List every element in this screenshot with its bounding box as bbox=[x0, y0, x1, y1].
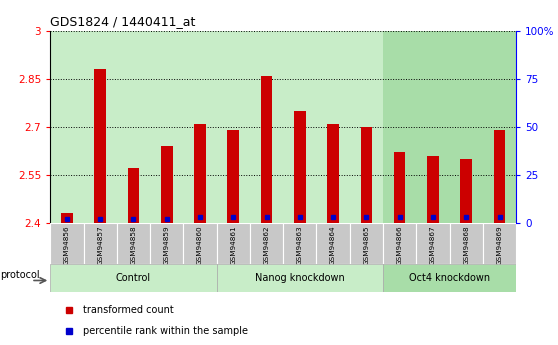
Text: GSM94865: GSM94865 bbox=[363, 226, 369, 265]
Bar bbox=[61, 213, 73, 223]
Text: GSM94868: GSM94868 bbox=[463, 226, 469, 265]
Text: GSM94859: GSM94859 bbox=[163, 226, 170, 265]
Text: GSM94861: GSM94861 bbox=[230, 226, 236, 265]
Bar bbox=[416, 223, 450, 264]
Bar bbox=[261, 76, 272, 223]
Bar bbox=[394, 152, 406, 223]
Bar bbox=[283, 223, 316, 264]
Bar bbox=[94, 69, 106, 223]
Bar bbox=[50, 223, 84, 264]
Bar bbox=[217, 264, 383, 292]
Bar bbox=[228, 130, 239, 223]
Bar bbox=[50, 264, 217, 292]
Text: Oct4 knockdown: Oct4 knockdown bbox=[409, 273, 490, 283]
Bar bbox=[383, 264, 516, 292]
Bar bbox=[184, 223, 217, 264]
Bar bbox=[217, 223, 250, 264]
Text: GSM94863: GSM94863 bbox=[297, 226, 303, 265]
Text: Control: Control bbox=[116, 273, 151, 283]
Bar bbox=[161, 146, 172, 223]
Text: GSM94857: GSM94857 bbox=[97, 226, 103, 265]
Bar bbox=[427, 156, 439, 223]
Bar bbox=[460, 159, 472, 223]
Bar bbox=[194, 124, 206, 223]
Bar bbox=[494, 130, 506, 223]
Text: GSM94856: GSM94856 bbox=[64, 226, 70, 265]
Bar bbox=[150, 223, 184, 264]
Text: transformed count: transformed count bbox=[83, 305, 174, 315]
Text: GSM94866: GSM94866 bbox=[397, 226, 403, 265]
Bar bbox=[117, 223, 150, 264]
Bar bbox=[217, 31, 383, 223]
Text: GSM94864: GSM94864 bbox=[330, 226, 336, 265]
Bar bbox=[50, 31, 217, 223]
Text: GSM94858: GSM94858 bbox=[131, 226, 136, 265]
Bar bbox=[250, 223, 283, 264]
Bar bbox=[483, 223, 516, 264]
Bar bbox=[383, 31, 516, 223]
Bar bbox=[128, 168, 140, 223]
Text: GSM94869: GSM94869 bbox=[497, 226, 503, 265]
Bar bbox=[383, 223, 416, 264]
Text: Nanog knockdown: Nanog knockdown bbox=[255, 273, 345, 283]
Text: GSM94860: GSM94860 bbox=[197, 226, 203, 265]
Bar bbox=[350, 223, 383, 264]
Text: GSM94867: GSM94867 bbox=[430, 226, 436, 265]
Text: percentile rank within the sample: percentile rank within the sample bbox=[83, 326, 248, 336]
Bar bbox=[294, 111, 306, 223]
Text: GSM94862: GSM94862 bbox=[263, 226, 270, 265]
Bar bbox=[84, 223, 117, 264]
Text: GDS1824 / 1440411_at: GDS1824 / 1440411_at bbox=[50, 16, 196, 29]
Text: protocol: protocol bbox=[0, 270, 40, 280]
Bar bbox=[328, 124, 339, 223]
Bar bbox=[360, 127, 372, 223]
Bar bbox=[316, 223, 350, 264]
Bar bbox=[450, 223, 483, 264]
